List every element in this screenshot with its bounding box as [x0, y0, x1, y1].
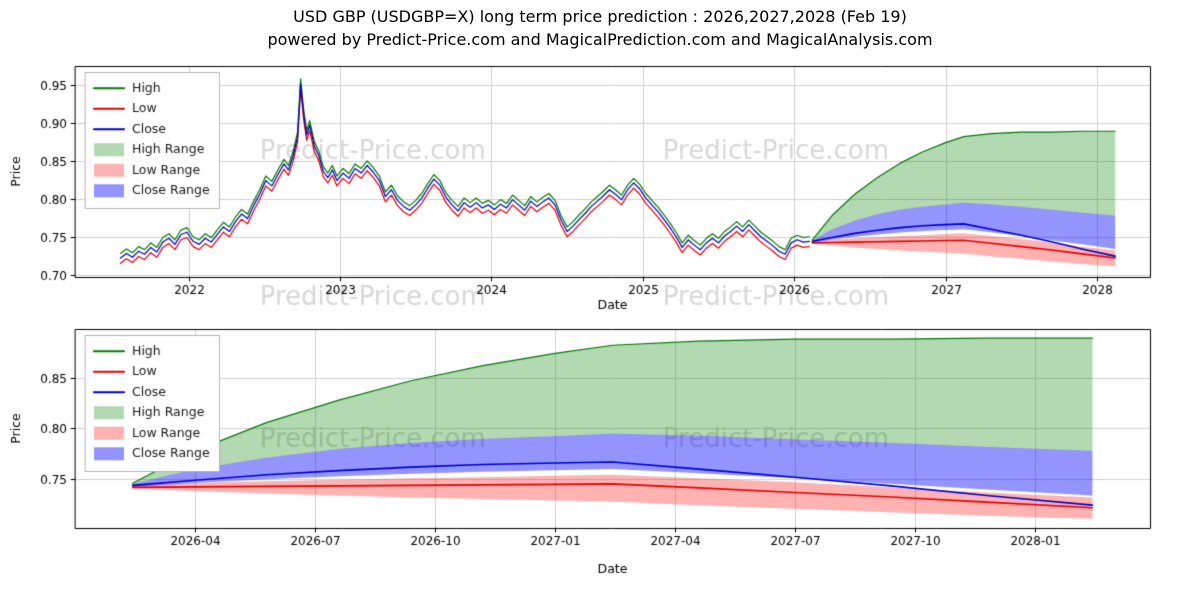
- chart-title: USD GBP (USDGBP=X) long term price predi…: [293, 7, 907, 26]
- prediction-zoom-chart: [0, 317, 1200, 595]
- chart-subtitle: powered by Predict-Price.com and Magical…: [267, 30, 933, 49]
- overview-price-chart: [0, 52, 1200, 317]
